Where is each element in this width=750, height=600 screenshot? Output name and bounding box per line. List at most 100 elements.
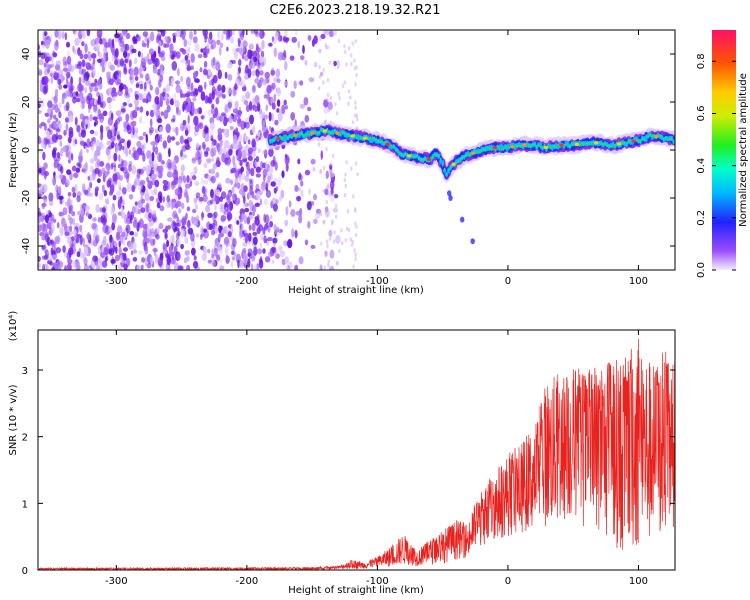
signal-cell — [533, 143, 536, 147]
noise-speck — [74, 116, 78, 126]
noise-speck — [329, 249, 335, 259]
noise-speck — [113, 91, 118, 97]
noise-speck — [227, 62, 233, 69]
signal-cell — [441, 163, 444, 167]
noise-speck — [245, 64, 249, 74]
noise-speck — [183, 192, 189, 199]
signal-cell — [571, 142, 573, 146]
noise-speck — [69, 216, 73, 225]
noise-speck — [145, 133, 148, 144]
noise-speck — [81, 129, 86, 138]
signal-cell — [598, 140, 601, 145]
noise-speck — [319, 170, 322, 175]
noise-speck — [231, 244, 235, 253]
noise-speck — [92, 116, 98, 121]
noise-speck — [293, 80, 297, 89]
noise-speck — [155, 254, 159, 260]
noise-speck — [212, 66, 216, 71]
noise-speck — [123, 263, 128, 270]
noise-speck — [72, 217, 75, 226]
noise-speck — [330, 187, 334, 196]
signal-cell — [569, 145, 571, 149]
noise-speck — [56, 155, 61, 162]
signal-cell — [475, 150, 477, 154]
noise-speck — [272, 203, 278, 212]
noise-speck — [283, 35, 287, 42]
noise-speck — [89, 114, 93, 122]
noise-speck — [65, 179, 70, 187]
noise-speck — [55, 249, 59, 255]
noise-speck — [204, 60, 208, 68]
noise-speck — [237, 144, 242, 149]
noise-speck — [318, 74, 321, 80]
noise-speck — [300, 189, 304, 197]
noise-speck — [232, 30, 235, 35]
noise-speck — [66, 55, 72, 65]
noise-speck — [205, 204, 211, 213]
noise-speck — [90, 39, 96, 47]
noise-speck — [42, 223, 48, 233]
noise-speck — [143, 231, 148, 242]
noise-speck — [207, 212, 213, 218]
noise-speck — [252, 50, 258, 59]
noise-speck — [230, 224, 234, 234]
signal-cell — [455, 161, 458, 165]
noise-speck — [91, 222, 97, 230]
noise-speck — [230, 260, 234, 268]
noise-speck — [268, 42, 273, 47]
noise-speck — [44, 39, 50, 49]
noise-speck — [38, 67, 42, 76]
noise-speck — [220, 215, 227, 222]
noise-speck — [67, 136, 72, 144]
noise-speck — [243, 121, 247, 128]
noise-speck — [219, 115, 223, 122]
noise-speck — [135, 83, 140, 89]
noise-speck — [259, 70, 264, 76]
noise-speck — [248, 252, 253, 260]
noise-speck — [38, 214, 42, 224]
noise-speck — [327, 259, 330, 264]
noise-speck — [71, 211, 76, 217]
noise-speck — [174, 80, 181, 85]
noise-speck — [220, 112, 226, 117]
noise-speck — [329, 172, 335, 178]
signal-cell — [447, 167, 450, 171]
signal-peak — [631, 139, 636, 143]
noise-speck — [69, 225, 73, 232]
noise-speck — [281, 170, 285, 178]
noise-speck — [277, 111, 283, 122]
signal-cell — [306, 133, 309, 137]
noise-speck — [166, 239, 170, 248]
noise-speck — [233, 50, 238, 60]
noise-speck — [59, 198, 63, 205]
noise-speck — [90, 82, 96, 87]
noise-speck — [87, 231, 90, 241]
noise-speck — [211, 248, 214, 258]
noise-speck — [251, 125, 256, 134]
noise-speck — [193, 71, 198, 78]
signal-cell — [479, 149, 481, 153]
signal-cell — [586, 141, 589, 145]
signal-cell — [383, 142, 385, 146]
noise-speck — [225, 254, 229, 263]
noise-speck — [271, 82, 276, 90]
noise-speck — [354, 105, 357, 110]
signal-peak — [574, 142, 580, 147]
noise-speck — [218, 258, 223, 263]
noise-speck — [144, 245, 149, 255]
noise-speck — [136, 140, 142, 148]
snr-y-tick-label: 0 — [22, 566, 28, 577]
noise-speck — [226, 86, 231, 95]
noise-speck — [224, 247, 229, 256]
noise-speck — [186, 264, 191, 270]
signal-cell — [332, 132, 334, 136]
noise-speck — [322, 68, 325, 73]
noise-speck — [108, 87, 112, 98]
noise-speck — [224, 139, 230, 149]
noise-speck — [238, 106, 242, 116]
signal-cell — [488, 147, 491, 151]
noise-speck — [152, 238, 156, 246]
snr-frame — [37, 329, 676, 571]
noise-speck — [53, 122, 59, 128]
